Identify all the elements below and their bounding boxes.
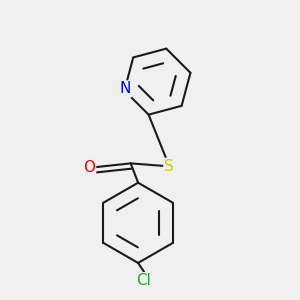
- Text: O: O: [83, 160, 95, 175]
- Text: S: S: [164, 159, 174, 174]
- Text: Cl: Cl: [136, 273, 152, 288]
- Text: N: N: [119, 82, 131, 97]
